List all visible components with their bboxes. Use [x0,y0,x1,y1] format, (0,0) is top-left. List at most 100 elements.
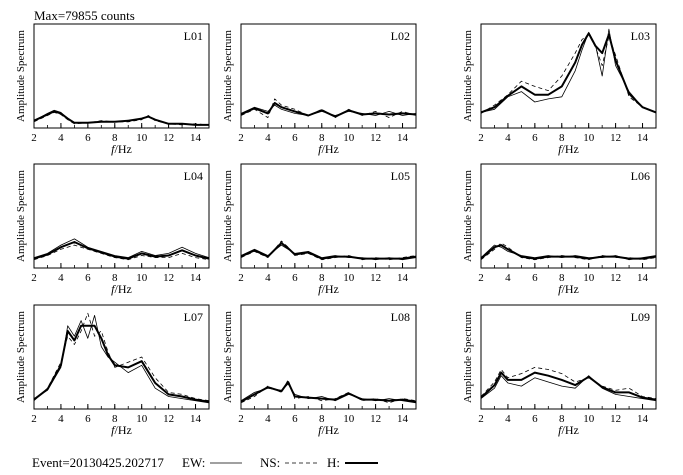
y-axis-label: Amplitude Spectrum [222,30,234,122]
x-tick-label: 4 [265,413,271,425]
x-axis-label: f/Hz [558,423,579,437]
x-tick-label: 2 [238,272,244,284]
panel-label: L01 [184,29,203,43]
panel-frame [240,304,417,410]
panel-frame [480,304,657,410]
x-tick-label: 10 [343,132,355,144]
series-ew-line [33,238,210,259]
panel-frame [33,163,210,269]
series-ns-line [480,366,657,399]
x-tick-label: 4 [505,413,511,425]
legend-ns-label: NS: [260,455,280,470]
y-axis-label: Amplitude Spectrum [15,170,27,262]
panels-group: 2 4 6 8 10 12 14 f/Hz Amplitude Spectrum L01 2 4 6 8 1… [15,23,657,437]
x-axis-label: f/Hz [558,282,579,296]
x-tick-label: 10 [583,132,595,144]
series-h-line [33,241,210,260]
panel-label: L09 [631,310,650,324]
panel-label: L06 [631,169,650,183]
x-tick-label: 8 [112,413,118,425]
x-tick-label: 14 [190,413,202,425]
x-tick-label: 14 [637,272,649,284]
panel-l07: 2 4 6 8 10 12 14 f/Hz Amplitude Spectrum L07 [15,304,210,437]
y-axis-label: Amplitude Spectrum [15,30,27,122]
series-h-line [240,381,417,403]
x-axis-label: f/Hz [318,282,339,296]
panel-l05: 2 4 6 8 10 12 14 f/Hz Amplitude Spectrum L05 [222,163,417,296]
series-h-line [480,244,657,260]
x-axis-label: f/Hz [318,423,339,437]
x-tick-label: 14 [397,413,409,425]
panel-frame [240,23,417,129]
x-tick-label: 6 [532,132,538,144]
panel-label: L07 [184,310,203,324]
panel-l01: 2 4 6 8 10 12 14 f/Hz Amplitude Spectrum L01 [15,23,210,156]
panel-frame [480,23,657,129]
panel-l09: 2 4 6 8 10 12 14 f/Hz Amplitude Spectrum L09 [462,304,657,437]
x-tick-label: 6 [292,413,298,425]
x-tick-label: 2 [31,413,37,425]
series-ns-line [33,312,210,402]
x-tick-label: 6 [532,272,538,284]
series-h-line [240,242,417,260]
x-tick-label: 10 [136,272,148,284]
x-tick-label: 6 [292,272,298,284]
x-tick-label: 6 [532,413,538,425]
x-tick-label: 12 [370,272,381,284]
panel-label: L02 [391,29,410,43]
x-tick-label: 8 [112,272,118,284]
x-axis-label: f/Hz [558,142,579,156]
y-axis-label: Amplitude Spectrum [15,311,27,403]
x-tick-label: 4 [265,272,271,284]
legend-ew-label: EW: [182,455,205,470]
x-tick-label: 2 [478,272,484,284]
legend-h-label: H: [327,455,340,470]
series-ew-line [480,375,657,402]
x-tick-label: 2 [238,132,244,144]
x-tick-label: 12 [610,132,621,144]
x-tick-label: 14 [190,272,202,284]
x-tick-label: 14 [637,132,649,144]
x-tick-label: 4 [58,413,64,425]
x-tick-label: 2 [478,132,484,144]
x-tick-label: 8 [112,132,118,144]
x-tick-label: 8 [559,132,565,144]
x-tick-label: 10 [583,413,595,425]
panel-label: L03 [631,29,650,43]
x-tick-label: 14 [397,272,409,284]
y-axis-label: Amplitude Spectrum [462,170,474,262]
x-tick-label: 6 [85,272,91,284]
series-h-line [480,371,657,401]
panel-frame [33,304,210,410]
x-tick-label: 4 [265,132,271,144]
x-tick-label: 12 [163,413,174,425]
x-tick-label: 8 [559,272,565,284]
x-tick-label: 8 [319,272,325,284]
series-h-line [33,110,209,126]
x-tick-label: 12 [163,132,174,144]
panel-l04: 2 4 6 8 10 12 14 f/Hz Amplitude Spectrum L04 [15,163,210,296]
x-tick-label: 10 [136,413,148,425]
x-tick-label: 6 [85,132,91,144]
x-tick-label: 12 [370,132,381,144]
footer: Event=20130425.202717 EW: NS: H: [32,455,378,470]
event-label: Event=20130425.202717 [32,455,164,470]
panel-label: L05 [391,169,410,183]
series-h-line [480,32,657,114]
x-tick-label: 14 [637,413,649,425]
x-tick-label: 2 [478,413,484,425]
panel-frame [240,163,417,269]
x-tick-label: 8 [319,413,325,425]
series-ew-line [480,28,657,113]
x-tick-label: 12 [370,413,381,425]
x-tick-label: 8 [559,413,565,425]
x-tick-label: 8 [319,132,325,144]
panel-l08: 2 4 6 8 10 12 14 f/Hz Amplitude Spectrum L08 [222,304,417,437]
panel-label: L04 [184,169,203,183]
x-tick-label: 4 [505,132,511,144]
x-axis-label: f/Hz [111,282,132,296]
x-axis-label: f/Hz [318,142,339,156]
x-tick-label: 2 [31,132,37,144]
max-counts-label: Max=79855 counts [34,8,135,23]
